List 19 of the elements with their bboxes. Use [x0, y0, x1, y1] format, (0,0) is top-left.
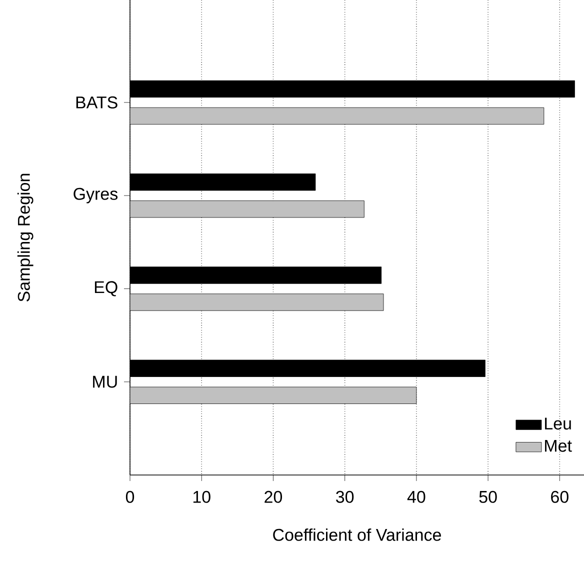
legend-label: Leu — [545, 418, 571, 430]
y-tick-label: Gyres — [74, 188, 118, 204]
y-tick-label: MU — [93, 376, 117, 388]
x-tick-label: 40 — [407, 490, 426, 503]
bar — [130, 200, 364, 218]
y-tick-label: EQ — [94, 281, 118, 296]
x-tick-label: 20 — [264, 490, 282, 503]
x-tick-label: 50 — [479, 490, 497, 503]
x-tick-label: 0 — [126, 490, 134, 503]
x-tick-label: 30 — [336, 490, 354, 503]
y-tick-label: BATS — [76, 96, 118, 108]
x-tick-label: 60 — [551, 490, 568, 503]
x-tick-label: 10 — [193, 490, 210, 503]
bar — [130, 294, 384, 311]
legend-label: Met — [545, 440, 572, 452]
bar — [130, 386, 417, 404]
bar — [130, 107, 544, 125]
y-axis-title: Sampling Region — [17, 174, 34, 302]
x-axis-title: Coefficient of Variance — [273, 528, 441, 541]
